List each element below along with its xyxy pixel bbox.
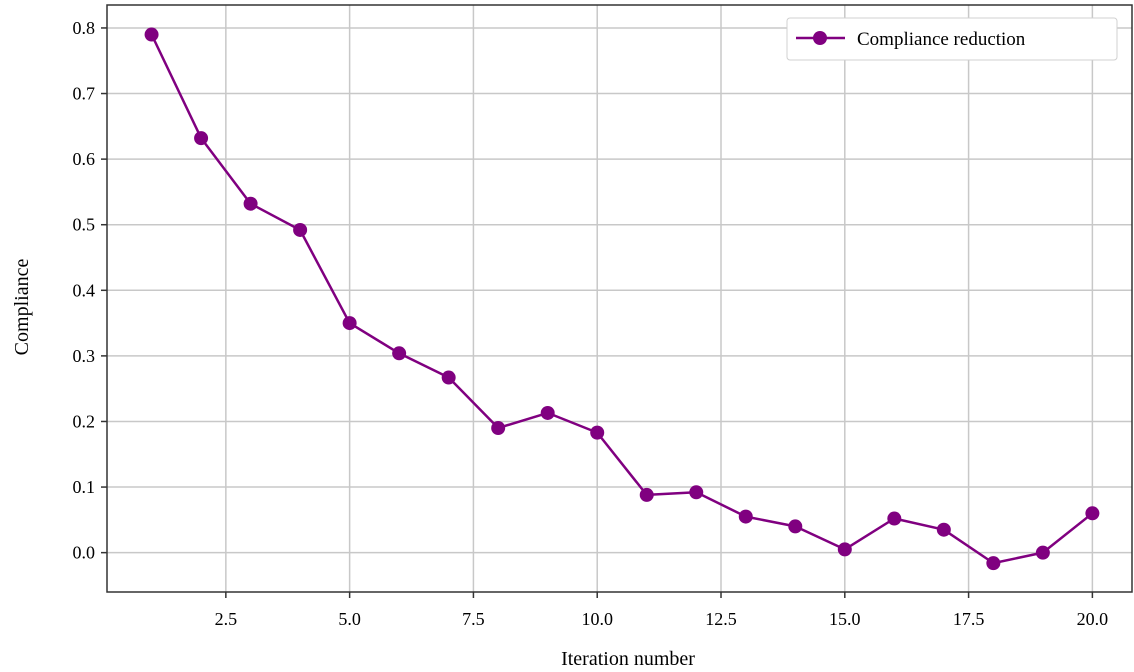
data-point	[639, 487, 654, 502]
legend-marker	[813, 31, 827, 45]
data-point	[194, 131, 209, 146]
series-line	[150, 33, 1094, 565]
x-axis-ticks: 2.5 5.0 7.5 10.0 12.5 15.0 17.5 20.0	[215, 592, 1109, 629]
data-point	[144, 27, 159, 42]
data-point	[293, 222, 308, 237]
y-tick-label: 0.2	[73, 411, 96, 431]
x-axis-label: Iteration number	[561, 648, 695, 670]
y-tick-label: 0.6	[73, 149, 96, 169]
x-tick-label: 17.5	[953, 609, 985, 629]
data-point	[540, 405, 555, 420]
y-tick-label: 0.8	[73, 18, 96, 38]
data-point	[788, 519, 803, 534]
data-point	[590, 425, 605, 440]
data-point	[243, 196, 258, 211]
data-point	[491, 421, 506, 436]
data-point	[689, 485, 704, 500]
plot-frame	[106, 4, 1133, 593]
data-point	[936, 522, 951, 537]
x-tick-label: 20.0	[1077, 609, 1109, 629]
data-point	[837, 542, 852, 557]
x-tick-label: 2.5	[215, 609, 238, 629]
x-tick-label: 5.0	[338, 609, 361, 629]
data-point	[342, 316, 357, 331]
y-axis-label: Compliance	[11, 259, 33, 356]
y-tick-label: 0.7	[73, 84, 96, 104]
x-tick-label: 12.5	[705, 609, 737, 629]
legend: Compliance reduction	[786, 17, 1118, 61]
data-point	[441, 370, 456, 385]
x-tick-label: 7.5	[462, 609, 485, 629]
data-point	[1035, 545, 1050, 560]
y-tick-label: 0.3	[73, 346, 96, 366]
data-point	[392, 346, 407, 361]
series-layer	[144, 27, 1100, 571]
x-tick-label: 15.0	[829, 609, 861, 629]
data-point	[986, 556, 1001, 571]
data-point	[738, 509, 753, 524]
y-tick-label: 0.5	[73, 215, 96, 235]
data-point	[887, 511, 902, 526]
y-tick-label: 0.4	[73, 280, 96, 300]
y-tick-label: 0.1	[73, 477, 96, 497]
y-axis-ticks: 0.0 0.1 0.2 0.3 0.4 0.5 0.6 0.7 0.8	[73, 18, 107, 563]
y-tick-label: 0.0	[73, 543, 96, 563]
x-tick-label: 10.0	[581, 609, 613, 629]
data-point	[1085, 506, 1100, 521]
legend-box	[786, 17, 1118, 61]
grid	[107, 5, 1132, 592]
legend-label: Compliance reduction	[857, 29, 1026, 50]
